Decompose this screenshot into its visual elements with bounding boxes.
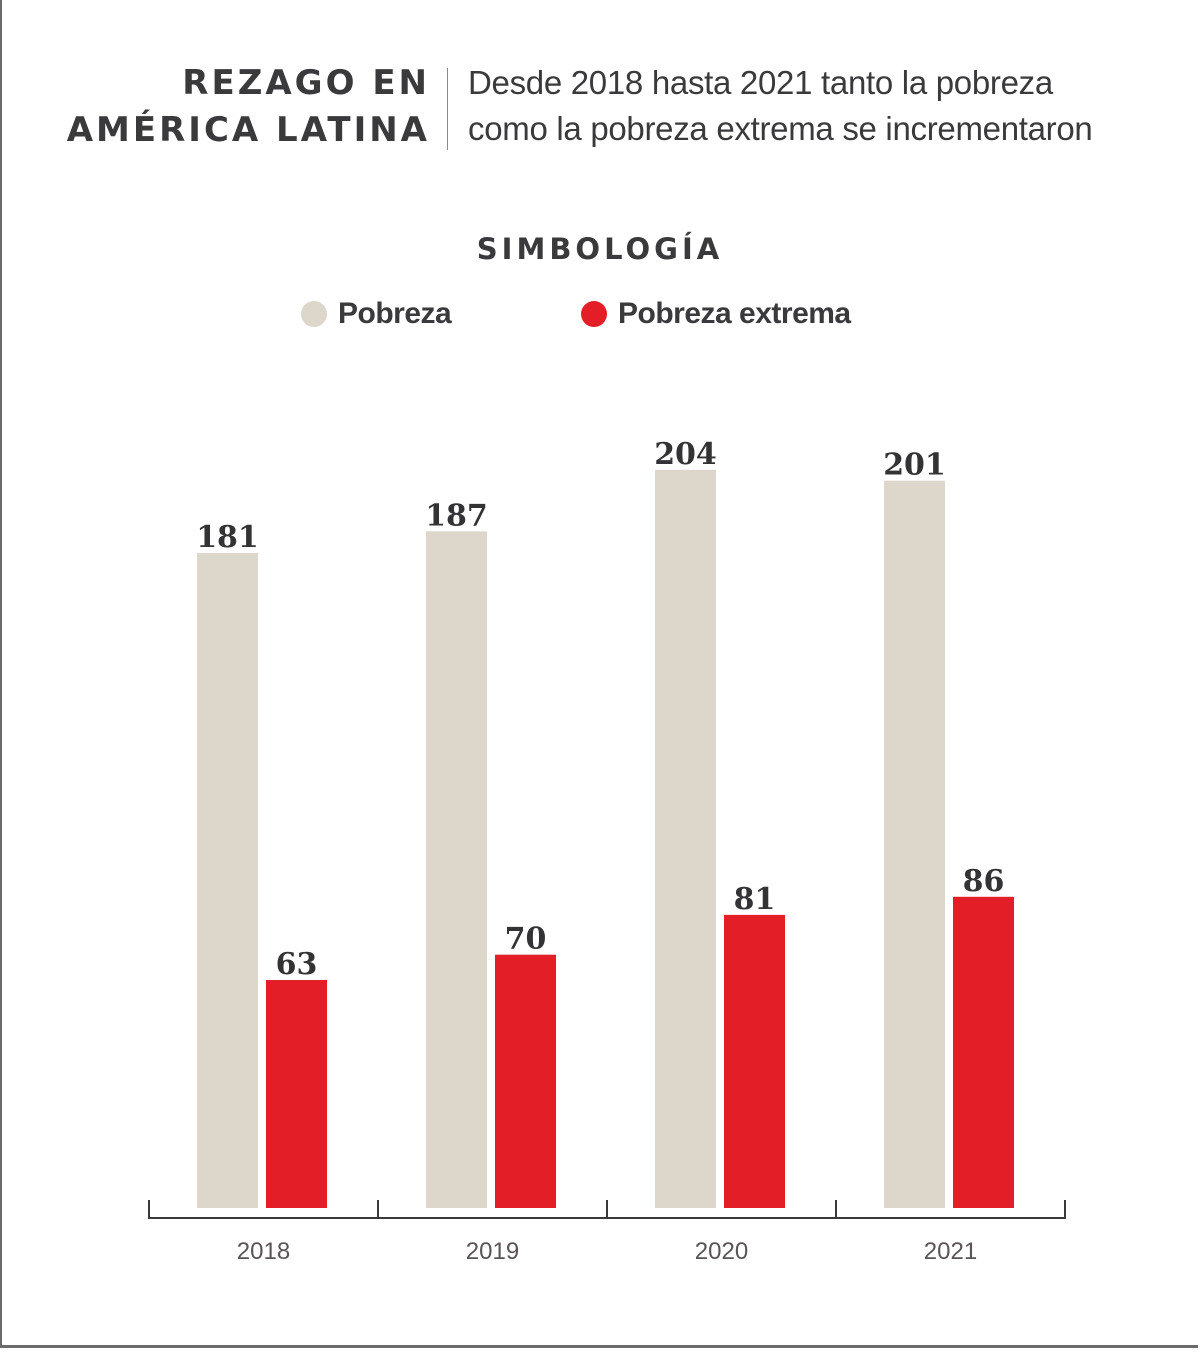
bar-pobreza-2019 xyxy=(426,531,487,1208)
x-tick-label: 2021 xyxy=(924,1238,977,1265)
bar-pobreza-extrema-2018 xyxy=(266,980,327,1208)
subtitle-line-2: como la pobreza extrema se incrementaron xyxy=(468,110,1093,147)
title-divider xyxy=(447,68,448,150)
subtitle-line-1: Desde 2018 hasta 2021 tanto la pobreza xyxy=(468,64,1053,101)
legend-label: Pobreza extrema xyxy=(618,297,851,330)
data-label: 201 xyxy=(883,448,946,483)
bar-pobreza-extrema-2020 xyxy=(724,914,785,1208)
legend-label: Pobreza xyxy=(338,297,452,330)
data-label: 81 xyxy=(734,882,776,917)
x-tick-label: 2020 xyxy=(695,1238,748,1265)
legend-title: SIMBOLOGÍA xyxy=(476,232,724,266)
data-label: 181 xyxy=(196,520,259,555)
bar-pobreza-2018 xyxy=(197,553,258,1208)
data-label: 70 xyxy=(505,922,547,957)
legend-dot-icon xyxy=(581,301,607,327)
legend-dot-icon xyxy=(301,301,327,327)
chart-subtitle: Desde 2018 hasta 2021 tanto la pobreza c… xyxy=(468,60,1168,152)
data-label: 63 xyxy=(276,947,318,982)
bar-pobreza-2021 xyxy=(884,480,945,1208)
x-tick-label: 2018 xyxy=(237,1238,290,1265)
data-label: 187 xyxy=(425,498,488,533)
data-label: 86 xyxy=(963,864,1005,899)
chart-title: REZAGO EN AMÉRICA LATINA xyxy=(60,60,430,154)
x-tick-label: 2019 xyxy=(466,1238,519,1265)
legend-item-pobreza-extrema: Pobreza extrema xyxy=(581,297,851,331)
title-line-1: REZAGO EN xyxy=(182,63,430,103)
legend-item-pobreza: Pobreza xyxy=(301,297,452,331)
data-label: 204 xyxy=(654,437,717,472)
bar-pobreza-2020 xyxy=(655,469,716,1208)
title-line-2: AMÉRICA LATINA xyxy=(66,110,430,150)
bar-pobreza-extrema-2019 xyxy=(495,954,556,1208)
bar-pobreza-extrema-2021 xyxy=(953,896,1014,1208)
